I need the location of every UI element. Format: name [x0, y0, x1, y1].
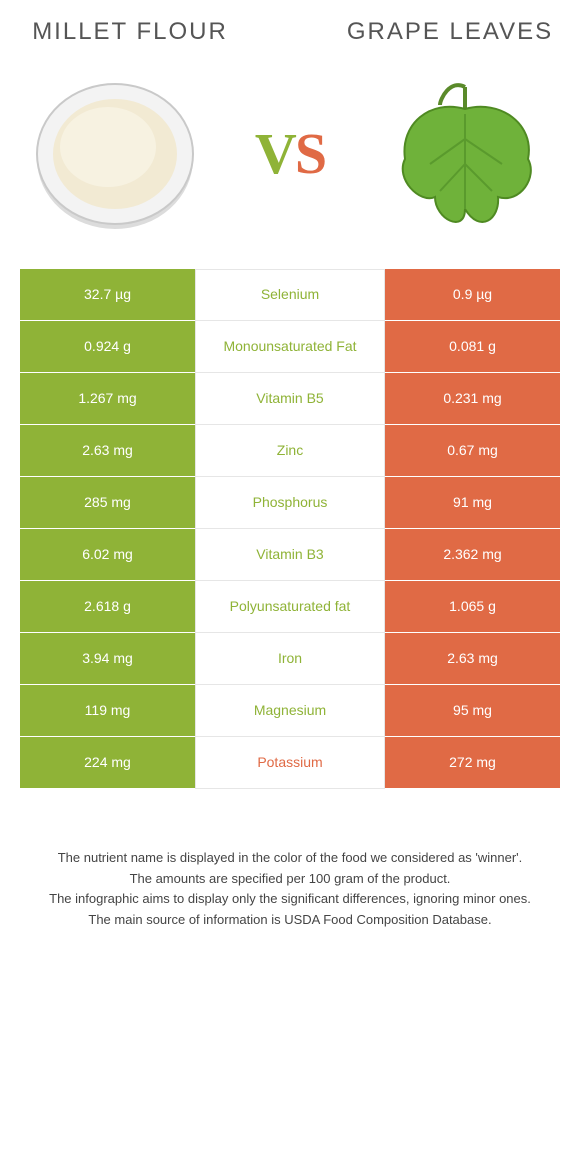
- right-value: 2.362 mg: [385, 529, 560, 581]
- nutrient-label: Monounsaturated Fat: [195, 321, 385, 373]
- caption-line: The infographic aims to display only the…: [40, 890, 540, 909]
- right-value: 1.065 g: [385, 581, 560, 633]
- caption-block: The nutrient name is displayed in the co…: [40, 849, 540, 930]
- nutrient-label: Phosphorus: [195, 477, 385, 529]
- table-row: 224 mgPotassium272 mg: [20, 737, 560, 789]
- caption-line: The amounts are specified per 100 gram o…: [40, 870, 540, 889]
- left-value: 285 mg: [20, 477, 195, 529]
- images-row: VS: [20, 69, 560, 239]
- left-value: 1.267 mg: [20, 373, 195, 425]
- left-value: 32.7 µg: [20, 269, 195, 321]
- right-value: 272 mg: [385, 737, 560, 789]
- caption-line: The nutrient name is displayed in the co…: [40, 849, 540, 868]
- nutrient-label: Polyunsaturated fat: [195, 581, 385, 633]
- nutrient-table: 32.7 µgSelenium0.9 µg0.924 gMonounsatura…: [20, 269, 560, 789]
- left-value: 2.618 g: [20, 581, 195, 633]
- vs-v: V: [255, 121, 295, 186]
- grape-leaf-image: [380, 69, 550, 239]
- left-value: 224 mg: [20, 737, 195, 789]
- right-title: GRAPE LEAVES: [340, 18, 560, 47]
- header-row: MILLET FLOUR GRAPE LEAVES: [20, 18, 560, 47]
- left-title: MILLET FLOUR: [20, 18, 240, 47]
- nutrient-label: Magnesium: [195, 685, 385, 737]
- table-row: 285 mgPhosphorus91 mg: [20, 477, 560, 529]
- right-value: 0.231 mg: [385, 373, 560, 425]
- millet-flour-image: [30, 69, 200, 239]
- table-row: 6.02 mgVitamin B32.362 mg: [20, 529, 560, 581]
- right-value: 2.63 mg: [385, 633, 560, 685]
- left-value: 119 mg: [20, 685, 195, 737]
- table-row: 32.7 µgSelenium0.9 µg: [20, 269, 560, 321]
- vs-label: VS: [255, 120, 325, 187]
- right-value: 0.9 µg: [385, 269, 560, 321]
- right-value: 0.081 g: [385, 321, 560, 373]
- nutrient-label: Vitamin B5: [195, 373, 385, 425]
- left-value: 6.02 mg: [20, 529, 195, 581]
- left-value: 2.63 mg: [20, 425, 195, 477]
- right-value: 91 mg: [385, 477, 560, 529]
- table-row: 2.618 gPolyunsaturated fat1.065 g: [20, 581, 560, 633]
- table-row: 1.267 mgVitamin B50.231 mg: [20, 373, 560, 425]
- nutrient-label: Zinc: [195, 425, 385, 477]
- left-value: 3.94 mg: [20, 633, 195, 685]
- nutrient-label: Vitamin B3: [195, 529, 385, 581]
- table-row: 0.924 gMonounsaturated Fat0.081 g: [20, 321, 560, 373]
- nutrient-label: Iron: [195, 633, 385, 685]
- table-row: 3.94 mgIron2.63 mg: [20, 633, 560, 685]
- right-value: 95 mg: [385, 685, 560, 737]
- table-row: 119 mgMagnesium95 mg: [20, 685, 560, 737]
- caption-line: The main source of information is USDA F…: [40, 911, 540, 930]
- left-value: 0.924 g: [20, 321, 195, 373]
- right-value: 0.67 mg: [385, 425, 560, 477]
- nutrient-label: Selenium: [195, 269, 385, 321]
- table-row: 2.63 mgZinc0.67 mg: [20, 425, 560, 477]
- vs-s: S: [295, 121, 325, 186]
- nutrient-label: Potassium: [195, 737, 385, 789]
